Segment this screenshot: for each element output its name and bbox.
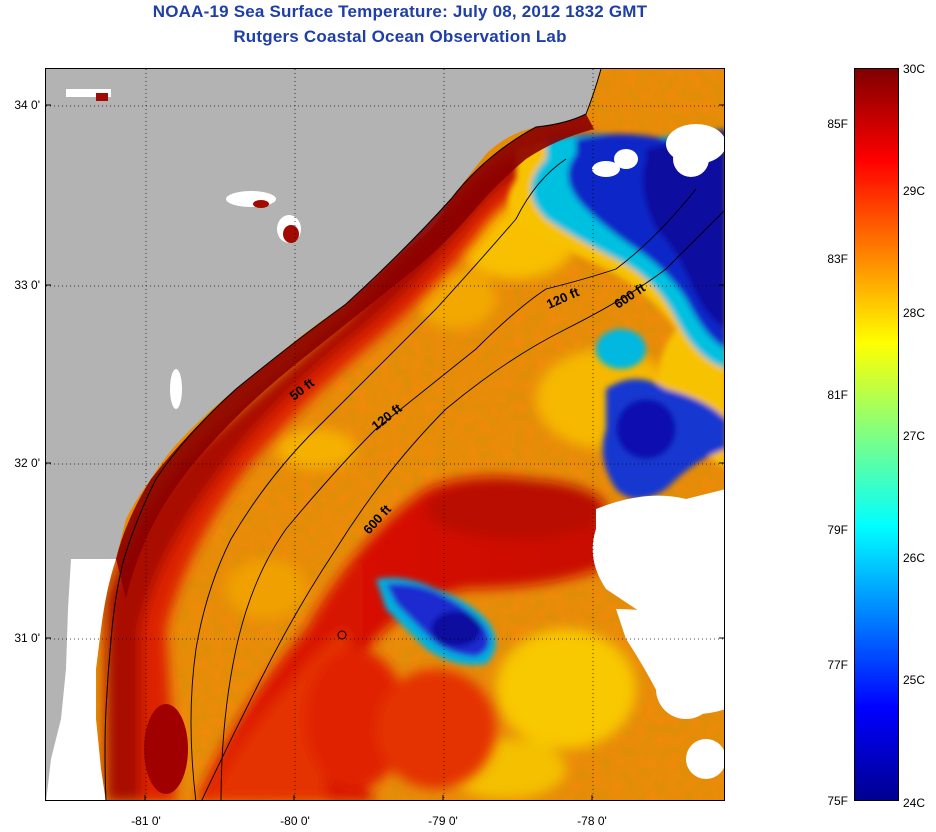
lat-label-34: 34 0' xyxy=(14,98,40,112)
temperature-colorbar xyxy=(854,68,899,801)
lat-label-32: 32 0' xyxy=(14,456,40,470)
lake-4 xyxy=(253,200,269,208)
colorbar-f-79: 79F xyxy=(827,523,848,537)
map-subtitle: Rutgers Coastal Ocean Observation Lab xyxy=(233,27,567,46)
station-marker xyxy=(337,630,347,640)
colorbar-c-28: 28C xyxy=(903,306,926,320)
contour-120ft xyxy=(220,188,697,800)
lake-1 xyxy=(66,89,111,97)
colorbar-f-85: 85F xyxy=(827,117,848,131)
colorbar-f-77: 77F xyxy=(827,658,848,672)
lake-7 xyxy=(170,369,182,409)
lat-label-31: 31 0' xyxy=(14,631,40,645)
colorbar-c-27: 27C xyxy=(903,429,926,443)
graticule xyxy=(46,69,724,800)
colorbar-c-26: 26C xyxy=(903,551,926,565)
land-mass xyxy=(46,69,601,800)
coastline xyxy=(104,69,602,800)
colorbar-c-24: 24C xyxy=(903,796,926,810)
lon-label-79: -79 0' xyxy=(428,814,458,828)
lat-label-33: 33 0' xyxy=(14,278,40,292)
colorbar-f-75: 75F xyxy=(827,794,848,808)
colorbar-c-29: 29C xyxy=(903,184,926,198)
map-title: NOAA-19 Sea Surface Temperature: July 08… xyxy=(152,2,648,21)
cloud-cover xyxy=(592,124,724,779)
sst-map: 50 ft 120 ft 120 ft 600 ft 600 ft xyxy=(45,68,725,801)
lon-label-78: -78 0' xyxy=(577,814,607,828)
lon-label-80: -80 0' xyxy=(280,814,310,828)
warm-core-eddy xyxy=(196,476,606,800)
inshore-warm-patch xyxy=(144,704,188,794)
lon-label-81: -81 0' xyxy=(131,814,161,828)
colorbar-f-83: 83F xyxy=(827,252,848,266)
lake-2 xyxy=(96,93,108,101)
contour-600ft xyxy=(201,210,724,800)
colorbar-c-30: 30C xyxy=(903,62,926,76)
sst-map-canvas: 50 ft 120 ft 120 ft 600 ft 600 ft xyxy=(46,69,724,800)
contour-50ft xyxy=(190,158,567,800)
colorbar-f-81: 81F xyxy=(827,388,848,402)
colorbar-c-25: 25C xyxy=(903,673,926,687)
cold-water-northeast xyxy=(508,129,724,499)
coastal-strip xyxy=(46,559,116,800)
